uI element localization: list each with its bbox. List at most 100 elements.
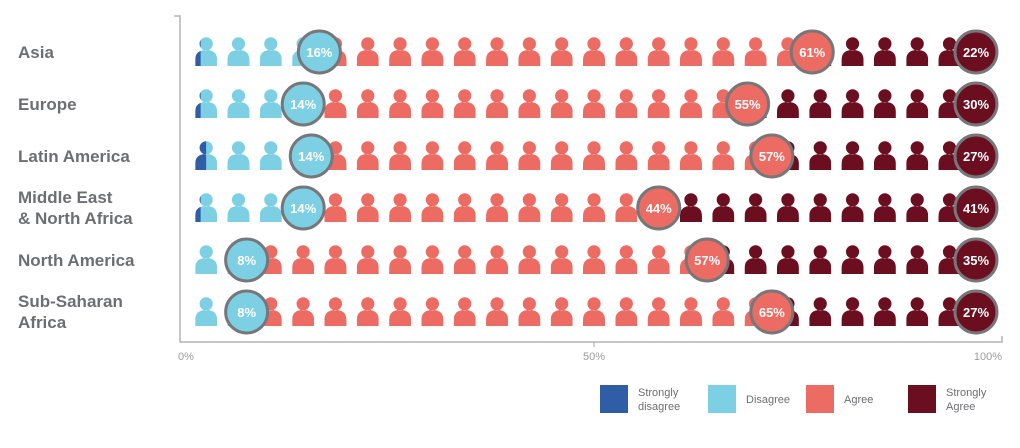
value-badge-north-america-strongly-agree: 35% bbox=[953, 237, 999, 283]
person-icon bbox=[518, 297, 541, 326]
icon-fill-agree bbox=[486, 89, 509, 118]
person-icon bbox=[195, 37, 218, 66]
person-icon bbox=[906, 245, 929, 274]
person-icon bbox=[292, 297, 315, 326]
person-icon bbox=[453, 141, 476, 170]
icon-fill-agree bbox=[356, 245, 379, 274]
row-label-middle-east-and-north-africa: Middle East & North Africa bbox=[18, 188, 133, 228]
icon-fill-agree bbox=[356, 141, 379, 170]
icon-fill-agree bbox=[421, 297, 444, 326]
person-icon bbox=[453, 89, 476, 118]
value-badge-latin-america-agree: 57% bbox=[749, 133, 795, 179]
person-icon bbox=[324, 297, 347, 326]
icon-fill-disagree bbox=[195, 245, 218, 274]
icon-fill-disagree bbox=[259, 193, 282, 222]
value-label: 44% bbox=[646, 201, 672, 216]
person-icon bbox=[712, 297, 735, 326]
person-icon bbox=[679, 141, 702, 170]
icon-fill-strongly-agree bbox=[906, 89, 929, 118]
person-icon bbox=[647, 245, 670, 274]
icon-fill-disagree bbox=[227, 89, 250, 118]
person-icon bbox=[873, 245, 896, 274]
value-label: 27% bbox=[963, 305, 989, 320]
person-icon bbox=[583, 141, 605, 170]
person-icon bbox=[421, 193, 444, 222]
icon-fill-agree bbox=[647, 37, 670, 66]
person-icon bbox=[615, 245, 638, 274]
person-icon bbox=[259, 141, 282, 170]
legend-label: Strongly Agree bbox=[946, 387, 987, 413]
person-icon bbox=[873, 141, 896, 170]
person-icon bbox=[906, 193, 929, 222]
person-icon bbox=[615, 89, 638, 118]
icon-fill-agree bbox=[518, 89, 541, 118]
icon-fill-agree bbox=[453, 37, 476, 66]
legend-label: Strongly disagree bbox=[638, 387, 680, 413]
icon-fill-strongly-disagree bbox=[195, 193, 201, 222]
value-badge-sub-saharan-africa-disagree: 8% bbox=[224, 289, 270, 335]
person-icon bbox=[389, 193, 412, 222]
icon-fill-strongly-agree bbox=[873, 245, 896, 274]
person-icon bbox=[873, 37, 896, 66]
person-icon bbox=[809, 245, 832, 274]
person-icon bbox=[647, 297, 670, 326]
icon-fill-agree bbox=[292, 245, 315, 274]
icon-fill-disagree bbox=[206, 141, 218, 170]
person-icon bbox=[356, 245, 379, 274]
person-icon bbox=[486, 297, 509, 326]
value-label: 27% bbox=[963, 149, 989, 164]
icon-fill-disagree bbox=[200, 89, 218, 118]
icon-fill-disagree bbox=[259, 89, 282, 118]
icon-fill-agree bbox=[453, 89, 476, 118]
icon-fill-agree bbox=[324, 245, 347, 274]
icon-fill-disagree bbox=[227, 141, 250, 170]
icon-fill-disagree bbox=[259, 37, 282, 66]
person-icon bbox=[809, 193, 832, 222]
person-icon bbox=[453, 37, 476, 66]
legend-swatch bbox=[708, 385, 736, 413]
icon-fill-agree bbox=[679, 297, 702, 326]
person-icon bbox=[841, 245, 864, 274]
person-icon bbox=[389, 89, 412, 118]
icon-fill-strongly-agree bbox=[809, 89, 832, 118]
legend-item-strongly-agree: Strongly Agree bbox=[908, 385, 987, 413]
icon-fill-agree bbox=[421, 193, 444, 222]
person-icon bbox=[906, 89, 929, 118]
icon-fill-strongly-agree bbox=[841, 141, 864, 170]
icon-fill-strongly-agree bbox=[841, 193, 864, 222]
icon-fill-disagree bbox=[200, 37, 218, 66]
icon-fill-strongly-agree bbox=[776, 89, 799, 118]
person-icon bbox=[389, 37, 412, 66]
person-icon bbox=[647, 89, 670, 118]
icon-fill-strongly-agree bbox=[873, 141, 896, 170]
person-icon bbox=[518, 245, 541, 274]
person-icon bbox=[486, 193, 509, 222]
icon-fill-agree bbox=[292, 297, 315, 326]
icon-fill-agree bbox=[550, 89, 573, 118]
person-icon bbox=[615, 141, 638, 170]
icon-fill-agree bbox=[324, 193, 347, 222]
person-icon bbox=[324, 245, 347, 274]
person-icon bbox=[227, 37, 250, 66]
icon-fill-disagree bbox=[227, 193, 250, 222]
value-badge-europe-strongly-agree: 30% bbox=[953, 81, 999, 127]
row-north-america bbox=[195, 245, 993, 274]
icon-fill-agree bbox=[486, 297, 509, 326]
person-icon bbox=[389, 245, 412, 274]
pictogram-rows bbox=[195, 37, 993, 326]
icon-fill-strongly-agree bbox=[809, 193, 832, 222]
value-label: 57% bbox=[694, 253, 720, 268]
person-icon bbox=[647, 141, 670, 170]
icon-fill-disagree bbox=[195, 297, 218, 326]
row-labels: Asia Europe Latin America Middle East & Nort… bbox=[18, 43, 135, 332]
icon-fill-agree bbox=[453, 141, 476, 170]
person-icon bbox=[841, 193, 864, 222]
icon-fill-strongly-agree bbox=[873, 37, 896, 66]
person-icon bbox=[550, 297, 573, 326]
legend-label: Agree bbox=[844, 394, 873, 406]
person-icon bbox=[421, 245, 444, 274]
icon-fill-agree bbox=[453, 193, 476, 222]
icon-fill-agree bbox=[615, 245, 638, 274]
person-icon bbox=[259, 89, 282, 118]
icon-fill-agree bbox=[356, 297, 379, 326]
